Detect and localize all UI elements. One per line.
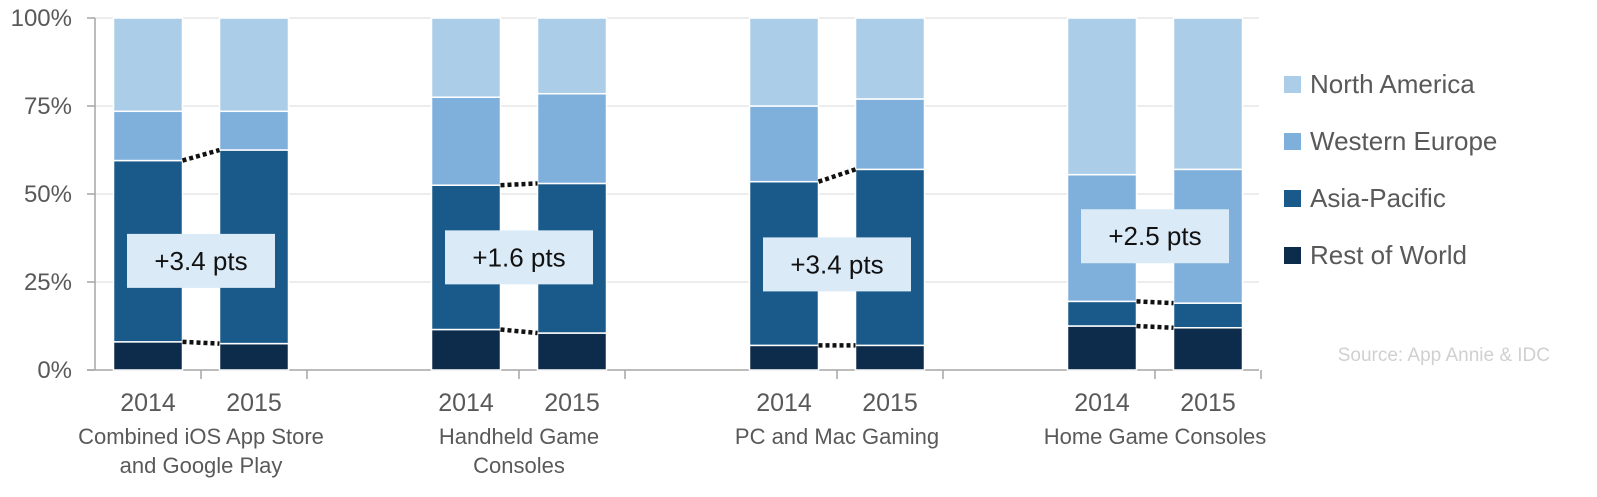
- annotation-box: [445, 230, 593, 285]
- source-note: Source: App Annie & IDC: [1338, 345, 1550, 366]
- bar-segment-north-america: [1066, 17, 1138, 176]
- bar-segment-western-europe: [854, 98, 926, 171]
- share-connector: [181, 147, 221, 163]
- category-label: Consoles: [473, 453, 565, 478]
- bar-segment-rest-of-world: [536, 332, 608, 371]
- year-label: 2014: [756, 389, 812, 417]
- bar-segment-rest-of-world: [1172, 327, 1244, 371]
- y-tick-label: 25%: [24, 269, 72, 296]
- share-connector: [500, 181, 538, 188]
- annotation-box: [1081, 209, 1229, 264]
- share-connector: [182, 339, 220, 346]
- category-label: and Google Play: [120, 453, 283, 478]
- bar-segment-western-europe: [430, 96, 502, 186]
- category-label: PC and Mac Gaming: [735, 424, 939, 449]
- year-label: 2015: [1180, 389, 1236, 417]
- bar-segment-rest-of-world: [112, 341, 184, 371]
- bar-segment-rest-of-world: [218, 342, 290, 371]
- legend-label: Asia-Pacific: [1310, 183, 1446, 213]
- category-label: Handheld Game: [439, 424, 599, 449]
- share-connector: [817, 167, 857, 184]
- annotation-box: [127, 233, 275, 288]
- bar-segment-western-europe: [218, 110, 290, 151]
- bar-segment-north-america: [218, 17, 290, 113]
- year-label: 2015: [862, 389, 918, 417]
- annotation-box: [763, 237, 911, 292]
- share-connector: [1136, 299, 1174, 306]
- bar-segment-rest-of-world: [430, 328, 502, 371]
- legend-label: Western Europe: [1310, 126, 1497, 156]
- legend-swatch: [1284, 133, 1301, 150]
- category-label: Combined iOS App Store: [78, 424, 324, 449]
- legend-swatch: [1284, 247, 1301, 264]
- y-tick-label: 100%: [11, 5, 72, 32]
- bar-segment-north-america: [748, 17, 820, 107]
- legend-swatch: [1284, 76, 1301, 93]
- annotation-label: +2.5 pts: [1108, 221, 1201, 251]
- bar-segment-western-europe: [536, 92, 608, 185]
- bar-segment-north-america: [536, 17, 608, 95]
- year-label: 2014: [120, 389, 176, 417]
- y-tick-label: 0%: [37, 357, 72, 384]
- bar-segment-north-america: [112, 17, 184, 113]
- year-label: 2014: [1074, 389, 1130, 417]
- bar-segment-rest-of-world: [748, 344, 820, 371]
- y-tick-label: 75%: [24, 93, 72, 120]
- annotation-label: +1.6 pts: [472, 242, 565, 272]
- bar-segment-western-europe: [748, 105, 820, 183]
- legend-label: North America: [1310, 69, 1475, 99]
- annotation-label: +3.4 pts: [154, 246, 247, 276]
- bar-segment-rest-of-world: [1066, 325, 1138, 371]
- year-label: 2015: [544, 389, 600, 417]
- bar-segment-rest-of-world: [854, 344, 926, 371]
- bar-segment-north-america: [1172, 17, 1244, 171]
- bar-segment-north-america: [430, 17, 502, 98]
- legend-label: Rest of World: [1310, 240, 1467, 270]
- bar-segment-western-europe: [112, 110, 184, 162]
- legend-swatch: [1284, 190, 1301, 207]
- bar-segment-asia-pacific: [1066, 300, 1138, 327]
- year-label: 2015: [226, 389, 282, 417]
- category-label: Home Game Consoles: [1044, 424, 1267, 449]
- share-connector: [500, 327, 538, 336]
- annotation-label: +3.4 pts: [790, 249, 883, 279]
- year-label: 2014: [438, 389, 494, 417]
- y-tick-label: 50%: [24, 181, 72, 208]
- share-connector: [1136, 323, 1174, 331]
- bar-segment-north-america: [854, 17, 926, 100]
- bar-segment-asia-pacific: [1172, 302, 1244, 329]
